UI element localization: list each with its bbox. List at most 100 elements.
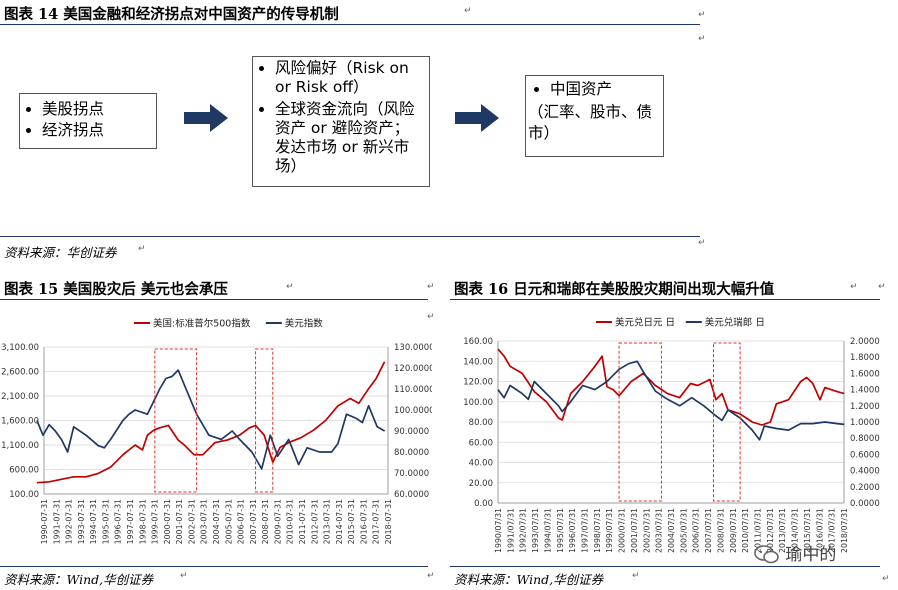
x-tick-label: 1997-07-31 (126, 499, 135, 544)
x-tick-label: 2005-07-31 (224, 499, 233, 544)
x-tick-label: 2017-07-31 (372, 499, 381, 544)
x-tick-label: 2009/07/31 (729, 508, 738, 553)
source-line (450, 566, 880, 567)
paragraph-mark-icon: ↵ (427, 571, 435, 581)
x-tick-label: 2007/07/31 (704, 508, 713, 553)
y-right-tick-label: 1.6000 (850, 369, 880, 379)
source-line (0, 566, 428, 567)
bullet-china-assets: 中国资产 (550, 79, 663, 100)
chart-sp500-vs-dollar-index: 100.00 600.00 1,100.00 1,600.00 2,100.00 2,60… (1, 318, 432, 545)
paragraph-mark-icon: ↵ (286, 282, 294, 292)
x-tick-label: 2008/07/31 (716, 508, 725, 553)
legend-label: 美元兑瑞郎 日 (705, 317, 765, 329)
x-tick-label: 1995-07-31 (101, 499, 110, 544)
x-tick-label: 2010-07-31 (286, 499, 295, 544)
y-right-tick-label: 100.0000 (394, 406, 432, 416)
x-tick-label: 2000-07-31 (163, 499, 172, 544)
y-right-tick-label: 0.8000 (850, 434, 880, 444)
y-left-tick-label: 100.00 (9, 490, 39, 500)
x-tick-label: 2014/07/31 (791, 508, 800, 553)
right-arrow-icon (184, 104, 228, 132)
y-right-tick-label: 80.0000 (394, 448, 429, 458)
watermark-text: 瑜中的 (785, 545, 837, 565)
x-tick-label: 2004/07/31 (667, 508, 676, 553)
legend-label: 美元指数 (285, 318, 324, 330)
x-tick-label: 2011-07-31 (298, 499, 307, 544)
wechat-watermark: 瑜中的 (754, 540, 836, 566)
paragraph-mark-icon: ↵ (882, 574, 890, 584)
y-right-tick-label: 90.0000 (394, 427, 429, 437)
series-line-0 (36, 361, 386, 484)
figure-15-title: 图表 15 美国股灾后 美元也会承压 (4, 281, 228, 298)
x-tick-label: 1998/07/31 (593, 508, 602, 553)
x-tick-label: 1993-07-31 (77, 499, 86, 544)
paragraph-mark-icon: ↵ (698, 34, 706, 44)
paragraph-mark-icon: ↵ (698, 10, 706, 20)
china-assets-detail: （汇率、股市、债市） (528, 103, 653, 142)
y-left-tick-label: 2,600.00 (1, 368, 39, 378)
paragraph-mark-icon: ↵ (138, 244, 146, 254)
x-tick-label: 1997/07/31 (581, 508, 590, 553)
y-right-tick-label: 0.0000 (850, 499, 880, 509)
x-tick-label: 1996-07-31 (114, 499, 123, 544)
bullet-us-stock-turn: 美股拐点 (42, 99, 156, 120)
x-tick-label: 2017/07/31 (828, 508, 837, 553)
series-line-0 (497, 348, 845, 426)
y-right-tick-label: 120.0000 (394, 364, 432, 374)
paragraph-mark-icon: ↵ (632, 571, 640, 581)
x-tick-label: 2016/07/31 (815, 508, 824, 553)
bullet-capital-flows: 全球资金流向（风险资产 or 避险资产；发达市场 or 新兴市场） (275, 100, 421, 176)
y-left-tick-label: 600.00 (9, 466, 39, 476)
source-line (0, 236, 700, 237)
figure-14-source: 资料来源：华创证券 (4, 245, 117, 260)
x-tick-label: 2012/07/31 (766, 508, 775, 553)
bullet-risk-appetite: 风险偏好（Risk on or Risk off） (275, 59, 421, 97)
x-tick-label: 2001/07/31 (630, 508, 639, 553)
y-left-tick-label: 100.00 (463, 398, 493, 408)
paragraph-mark-icon: ↵ (427, 312, 435, 322)
wechat-icon (754, 545, 779, 564)
y-right-tick-label: 0.4000 (850, 467, 880, 477)
legend-label: 美国:标准普尔500指数 (153, 318, 251, 330)
x-tick-label: 1990-07-31 (40, 499, 49, 544)
x-tick-label: 1992-07-31 (65, 499, 74, 544)
x-tick-label: 2006-07-31 (237, 499, 246, 544)
box-transmission-channels: 风险偏好（Risk on or Risk off） 全球资金流向（风险资产 or… (252, 56, 430, 187)
y-left-tick-label: 20.00 (469, 479, 493, 489)
x-tick-label: 2005/07/31 (679, 508, 688, 553)
title-underline (450, 299, 880, 300)
x-tick-label: 1999/07/31 (605, 508, 614, 553)
x-tick-label: 2006/07/31 (692, 508, 701, 553)
x-tick-label: 1994-07-31 (89, 499, 98, 544)
x-tick-label: 2014-07-31 (335, 499, 344, 544)
bullet-economic-turn: 经济拐点 (42, 120, 156, 141)
x-tick-label: 2004-07-31 (212, 499, 221, 544)
paragraph-mark-icon: ↵ (878, 282, 886, 292)
x-tick-label: 2003-07-31 (200, 499, 209, 544)
y-right-tick-label: 130.0000 (394, 343, 432, 353)
title-underline (0, 299, 428, 300)
x-tick-label: 2018-07-31 (384, 499, 393, 544)
paragraph-mark-icon: ↵ (850, 282, 858, 292)
x-tick-label: 2012-07-31 (310, 499, 319, 544)
x-tick-label: 2009-07-31 (273, 499, 282, 544)
x-tick-label: 1994/07/31 (543, 508, 552, 553)
chart-jpy-chf-vs-usd: 0.00 20.00 40.00 60.00 80.00 100.00 120.00 140.… (463, 317, 880, 553)
y-right-tick-label: 1.8000 (850, 353, 880, 363)
y-left-tick-label: 1,100.00 (1, 441, 39, 451)
highlight-box (618, 342, 662, 502)
y-right-tick-label: 70.0000 (394, 469, 429, 479)
y-left-tick-label: 140.00 (463, 357, 493, 367)
y-right-tick-label: 1.2000 (850, 402, 880, 412)
y-left-tick-label: 3,100.00 (1, 343, 39, 353)
x-tick-label: 1999-07-31 (151, 499, 160, 544)
x-tick-label: 2010/07/31 (741, 508, 750, 553)
y-left-tick-label: 0.00 (474, 499, 493, 509)
x-tick-label: 1992/07/31 (519, 508, 528, 553)
x-tick-label: 1990/07/31 (494, 508, 503, 553)
y-left-tick-label: 160.00 (463, 337, 493, 347)
x-tick-label: 2007-07-31 (249, 499, 258, 544)
figure-16-source: 资料来源：Wind,华创证券 (454, 572, 604, 587)
paragraph-mark-icon: ↵ (180, 571, 188, 581)
y-left-tick-label: 2,100.00 (1, 392, 39, 402)
